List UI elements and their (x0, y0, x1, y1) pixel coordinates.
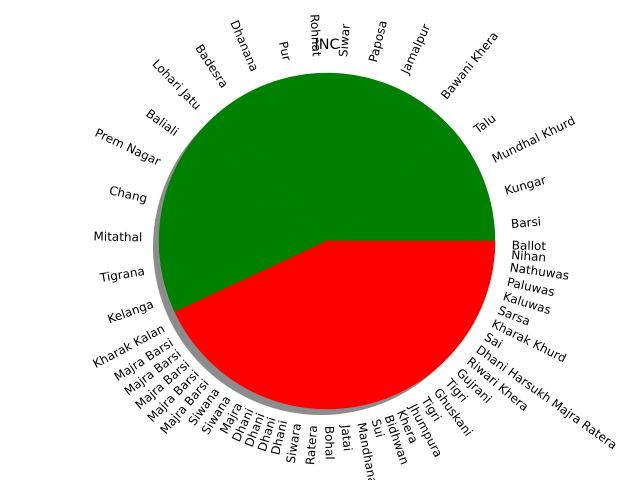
slice-label: Bohal (322, 426, 336, 460)
slice-label: Sui (369, 417, 387, 439)
slice-label: Tigrana (98, 264, 146, 285)
pie-slice (326, 240, 496, 250)
slice-label: Chang (108, 183, 149, 205)
slice-label: Badesra (192, 42, 231, 91)
slice-label: Kungar (503, 173, 548, 198)
slice-label: Talu (470, 111, 498, 137)
slice-label: Ratera (303, 425, 320, 466)
slice-label: Jamalpur (398, 22, 434, 77)
slice-label: Mitathal (93, 229, 142, 244)
pie-slices (158, 72, 496, 410)
slice-label: Jatai (338, 423, 355, 452)
slice-label: Nihan (511, 248, 547, 265)
slice-label: Siwara (284, 422, 304, 464)
slice-label: Barsi (510, 214, 541, 231)
slice-label: Siwar (336, 23, 353, 57)
slice-label: Ballot (512, 238, 547, 253)
slice-label: Baliali (143, 106, 181, 139)
slice-label: Dhanana (227, 18, 261, 73)
slice-label: Lohari Jatu (150, 57, 204, 113)
slice-label: Pur (276, 40, 294, 62)
slice-label: Bawani Khera (438, 29, 501, 102)
slice-label: Dhani Harsukh Majra Ratera (473, 342, 619, 452)
slice-label: Kelanga (106, 297, 156, 326)
slice-label: Mundhal Khurd (490, 113, 578, 166)
chart-title: INC (314, 37, 339, 53)
slice-label: Prem Nagar (93, 126, 163, 169)
slice-label: Paposa (366, 19, 390, 64)
slice-label: Rohnat (307, 14, 323, 57)
